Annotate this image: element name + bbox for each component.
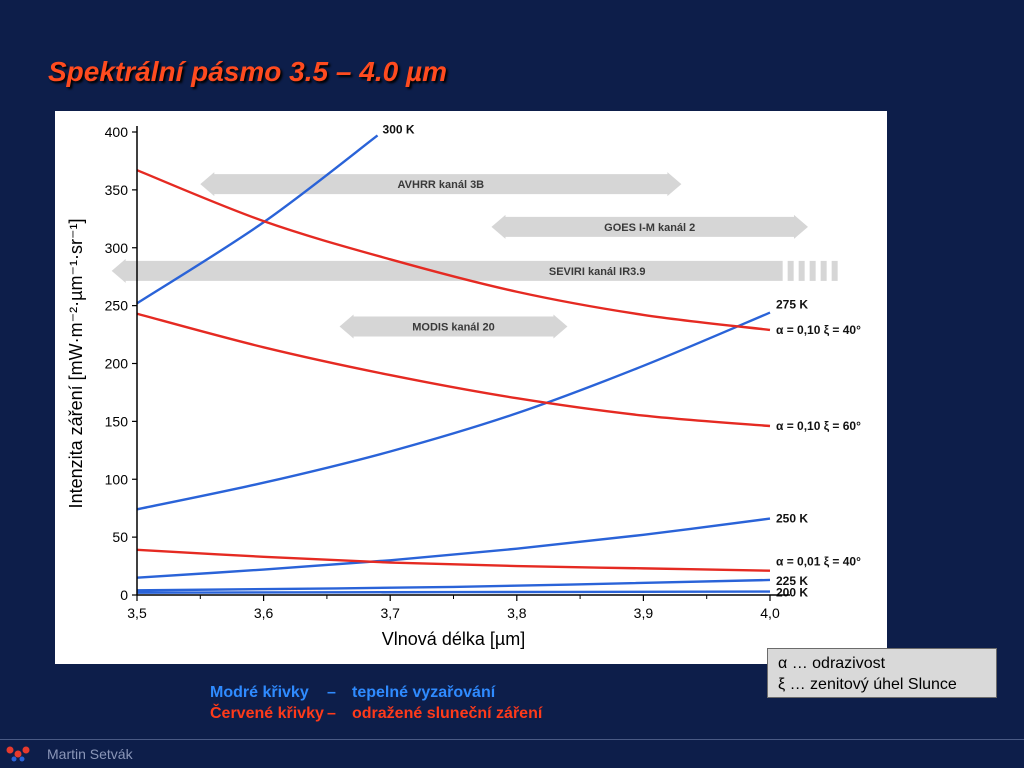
chart-panel: AVHRR kanál 3B GOES I-M kanál 2 SEVIRI kan… <box>55 111 887 664</box>
key-red-label: Červené křivky <box>210 705 324 722</box>
slide-title: Spektrální pásmo 3.5 – 4.0 µm <box>48 56 447 87</box>
author-logo-icon <box>6 746 30 762</box>
key-blue-desc: tepelné vyzařování <box>352 684 496 701</box>
key-blue-dash: – <box>327 684 336 701</box>
key-red-dash: – <box>327 705 336 722</box>
band-arrow-1 <box>491 214 808 239</box>
y-tick-label: 100 <box>105 471 129 487</box>
y-tick-label: 250 <box>105 298 129 314</box>
y-tick-label: 150 <box>105 413 129 429</box>
series-label: 200 K <box>776 586 808 600</box>
symbol-legend: α … odrazivost ξ … zenitový úhel Slunce <box>767 648 997 698</box>
y-tick-label: 0 <box>120 587 128 603</box>
band-label: AVHRR kanál 3B <box>398 179 485 191</box>
radiance-chart: AVHRR kanál 3B GOES I-M kanál 2 SEVIRI kan… <box>66 122 861 649</box>
y-tick-label: 400 <box>105 124 129 140</box>
series-label: α = 0,10 ξ = 40° <box>776 323 861 337</box>
legend-alpha: α … odrazivost <box>778 655 886 672</box>
x-tick-label: 3,8 <box>507 605 527 621</box>
band-arrow-2-dash <box>798 260 805 281</box>
y-tick-label: 350 <box>105 182 129 198</box>
key-row-red: Červené křivky – odražené sluneční zářen… <box>210 703 670 724</box>
x-tick-label: 3,6 <box>254 605 274 621</box>
series-line-5 <box>136 169 771 332</box>
legend-xi: ξ … zenitový úhel Slunce <box>778 676 957 693</box>
x-tick-label: 3,5 <box>127 605 147 621</box>
series-line-6 <box>136 312 771 428</box>
key-blue-label: Modré křivky <box>210 684 309 701</box>
band-arrow-2 <box>111 258 783 283</box>
curve-key: Modré křivky – tepelné vyzařování Červen… <box>210 682 670 724</box>
series-line-4 <box>136 590 771 594</box>
series-line-1 <box>136 311 771 511</box>
footer-author: Martin Setvák <box>47 746 133 762</box>
band-label: GOES I-M kanál 2 <box>604 222 695 234</box>
band-arrow-2-dash <box>809 260 816 281</box>
series-label: 300 K <box>383 122 415 136</box>
y-axis-label: Intenzita záření [mW·m⁻²·µm⁻¹·sr⁻¹] <box>66 219 86 509</box>
series-label: 275 K <box>776 298 808 312</box>
band-arrow-2-dash <box>787 260 794 281</box>
band-label: MODIS kanál 20 <box>412 321 495 333</box>
x-tick-label: 3,9 <box>634 605 654 621</box>
key-row-blue: Modré křivky – tepelné vyzařování <box>210 682 670 703</box>
series-label: α = 0,01 ξ = 40° <box>776 555 861 569</box>
band-label: SEVIRI kanál IR3.9 <box>549 266 646 278</box>
band-arrow-2-dash <box>820 260 827 281</box>
series-line-3 <box>136 578 771 592</box>
band-arrow-3 <box>339 314 568 339</box>
y-tick-label: 50 <box>112 529 128 545</box>
band-arrow-0 <box>200 172 682 197</box>
series-label: 250 K <box>776 512 808 526</box>
series-line-7 <box>136 548 771 572</box>
x-tick-label: 4,0 <box>760 605 780 621</box>
x-tick-label: 3,7 <box>380 605 400 621</box>
y-tick-label: 300 <box>105 240 129 256</box>
series-line-2 <box>136 517 771 579</box>
band-arrow-2-dash <box>831 260 838 281</box>
y-tick-label: 200 <box>105 356 129 372</box>
footer-divider <box>0 739 1024 740</box>
series-label: 225 K <box>776 574 808 588</box>
x-axis-label: Vlnová délka [µm] <box>382 629 525 649</box>
key-red-desc: odražené sluneční záření <box>352 705 543 722</box>
series-label: α = 0,10 ξ = 60° <box>776 419 861 433</box>
